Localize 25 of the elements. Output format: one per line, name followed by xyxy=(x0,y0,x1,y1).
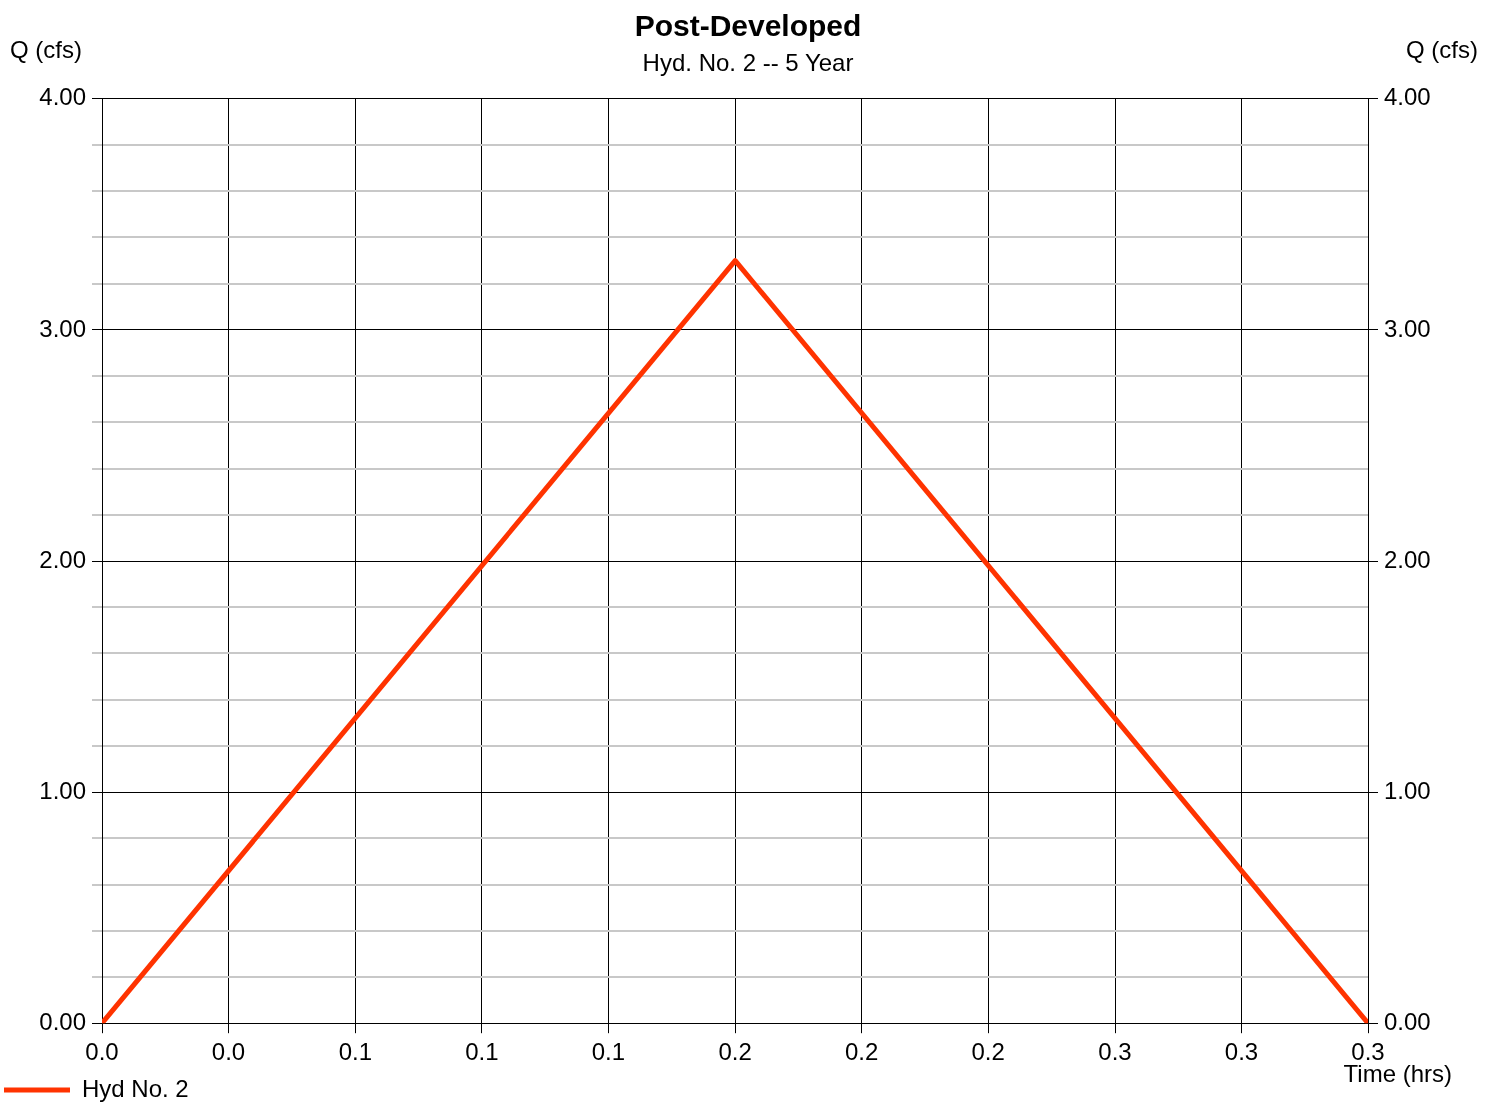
y2-tick-label: 0.00 xyxy=(1384,1007,1431,1035)
x-tick-label: 0.2 xyxy=(844,1038,879,1066)
x-tick-label: 0.1 xyxy=(591,1038,626,1066)
x-tick-label: 0.0 xyxy=(211,1038,246,1066)
y-tick-label: 2.00 xyxy=(39,545,86,573)
x-tick-label: 0.1 xyxy=(465,1038,499,1066)
x-tick-label: 0.3 xyxy=(1098,1038,1132,1066)
y2-tick-label: 4.00 xyxy=(1384,83,1431,111)
x-tick-label: 0.2 xyxy=(971,1038,1005,1066)
legend-label: Hyd No. 2 xyxy=(82,1074,189,1102)
y2-tick-label: 1.00 xyxy=(1384,776,1431,804)
x-tick-label: 0.3 xyxy=(1224,1038,1259,1066)
y-tick-label: 4.00 xyxy=(39,83,86,111)
x-tick-label: 0.2 xyxy=(718,1038,752,1066)
y-axis-title: Q (cfs) xyxy=(10,36,82,64)
x-tick-label: 0.1 xyxy=(338,1038,373,1066)
y2-axis-title: Q (cfs) xyxy=(1406,36,1478,64)
chart-subtitle: Hyd. No. 2 -- 5 Year xyxy=(642,49,854,77)
y-tick-label: 1.00 xyxy=(39,776,86,804)
x-tick-label: 0.0 xyxy=(85,1038,119,1066)
y-tick-label: 3.00 xyxy=(39,314,86,342)
chart-title: Post-Developed xyxy=(634,9,862,43)
y2-tick-label: 2.00 xyxy=(1384,545,1431,573)
y-tick-label: 0.00 xyxy=(39,1007,86,1035)
y2-tick-label: 3.00 xyxy=(1384,314,1431,342)
